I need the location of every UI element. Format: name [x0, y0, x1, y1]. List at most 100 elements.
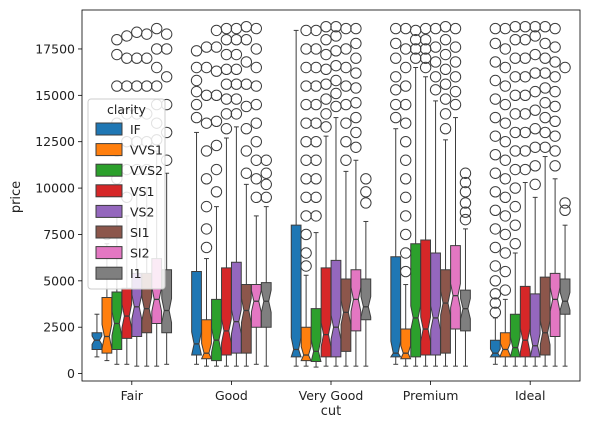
- axes: 0 2500 5000 7500 10000 12500 15000 17500 Fair Goo…: [35, 9, 581, 403]
- outlier-point: [230, 33, 243, 46]
- box-I1-premium: [459, 167, 472, 367]
- outlier-point: [429, 22, 442, 35]
- outlier-point: [489, 22, 502, 35]
- outlier-point: [320, 33, 332, 46]
- x-axis-label: cut: [321, 404, 341, 419]
- outlier-point: [350, 37, 362, 50]
- box-body: [400, 328, 412, 360]
- outlier-point: [230, 108, 243, 120]
- y-tick-label: 12500: [35, 134, 75, 149]
- outlier-point: [210, 65, 223, 77]
- outlier-point: [400, 22, 412, 35]
- box-VS1-good: [220, 22, 233, 367]
- outlier-point: [519, 71, 531, 83]
- box-VS1-premium: [419, 22, 432, 367]
- box-SI2-good: [250, 22, 262, 365]
- box-body: [290, 224, 302, 358]
- box-body: [489, 339, 502, 358]
- box-SI1-ideal: [539, 20, 551, 367]
- x-tick-label: Premium: [403, 388, 459, 403]
- outlier-point: [559, 204, 571, 217]
- outlier-point: [499, 247, 511, 259]
- outlier-point: [310, 61, 322, 74]
- outlier-point: [121, 80, 133, 92]
- outlier-point: [250, 43, 262, 55]
- outlier-point: [519, 163, 531, 176]
- outlier-point: [489, 56, 502, 68]
- outlier-point: [509, 145, 521, 157]
- outlier-point: [449, 56, 462, 68]
- outlier-point: [220, 33, 233, 46]
- outlier-point: [320, 48, 332, 61]
- outlier-point: [519, 89, 531, 102]
- box-VS2-ideal: [529, 20, 541, 367]
- outlier-point: [390, 22, 402, 35]
- box-VS2-good: [230, 22, 243, 367]
- outlier-point: [250, 191, 262, 204]
- outlier-point: [549, 115, 561, 128]
- outlier-point: [439, 48, 452, 61]
- outlier-point: [519, 126, 531, 139]
- box-VVS1-very-good: [300, 24, 312, 367]
- outlier-point: [499, 191, 511, 204]
- outlier-point: [509, 182, 521, 194]
- outlier-point: [350, 67, 362, 79]
- outlier-point: [439, 93, 452, 105]
- box-body: [460, 289, 471, 332]
- outlier-point: [200, 223, 213, 235]
- outlier-point: [240, 167, 253, 179]
- outlier-point: [489, 204, 502, 217]
- outlier-point: [210, 186, 223, 198]
- outlier-point: [210, 139, 223, 152]
- box-VVS1-premium: [400, 22, 412, 367]
- outlier-point: [529, 104, 541, 116]
- outlier-point: [539, 82, 551, 94]
- outlier-point: [400, 228, 412, 241]
- outlier-point: [419, 22, 432, 35]
- box-body: [240, 284, 252, 354]
- outlier-point: [419, 61, 432, 74]
- outlier-point: [230, 93, 243, 105]
- outlier-point: [300, 228, 312, 241]
- outlier-point: [131, 52, 143, 64]
- outlier-point: [220, 48, 233, 61]
- outlier-point: [400, 43, 412, 55]
- box-I1-very-good: [360, 173, 372, 367]
- outlier-point: [250, 22, 262, 35]
- outlier-point: [300, 98, 312, 111]
- outlier-point: [200, 200, 213, 213]
- outlier-point: [549, 85, 561, 98]
- outlier-point: [190, 45, 203, 57]
- outlier-point: [499, 284, 511, 296]
- outlier-point: [310, 173, 322, 185]
- y-tick-label: 17500: [35, 41, 75, 56]
- box-VVS2-good: [210, 24, 223, 367]
- outlier-point: [539, 111, 551, 124]
- outlier-point: [529, 67, 541, 79]
- outlier-point: [439, 63, 452, 76]
- outlier-point: [499, 80, 511, 92]
- outlier-point: [390, 84, 402, 96]
- outlier-point: [439, 33, 452, 46]
- outlier-point: [340, 43, 352, 55]
- outlier-point: [260, 178, 272, 191]
- outlier-point: [499, 117, 511, 129]
- outlier-point: [559, 197, 571, 209]
- outlier-point: [519, 145, 531, 157]
- box-body: [559, 278, 571, 315]
- outlier-point: [330, 100, 342, 113]
- y-axis-label: price: [9, 181, 24, 213]
- y-tick-label: 2500: [43, 320, 75, 335]
- box-body: [310, 308, 322, 363]
- box-body: [549, 272, 561, 337]
- outlier-point: [111, 33, 123, 46]
- legend-swatch: [95, 266, 123, 280]
- outlier-point: [509, 126, 521, 139]
- outlier-point: [509, 163, 521, 176]
- outlier-point: [250, 98, 262, 111]
- outlier-point: [111, 48, 123, 61]
- outlier-point: [240, 78, 253, 90]
- legend-label: SI2: [130, 246, 150, 261]
- outlier-point: [330, 87, 342, 100]
- outlier-point: [489, 74, 502, 87]
